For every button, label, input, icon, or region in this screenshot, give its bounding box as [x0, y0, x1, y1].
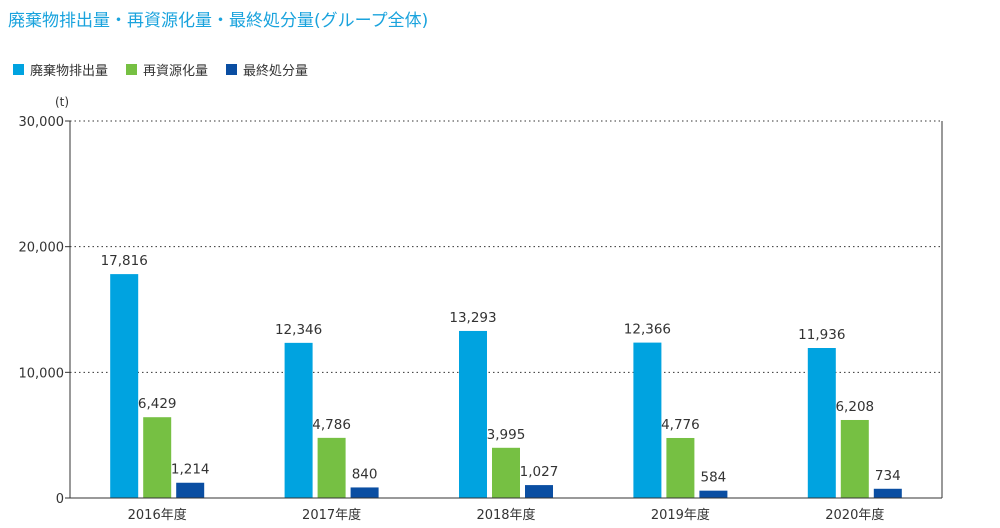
- bar-series-0: [807, 348, 836, 498]
- bar-series-2: [525, 485, 553, 498]
- x-category-label: 2020年度: [825, 507, 884, 523]
- x-category-label: 2016年度: [128, 507, 187, 523]
- y-axis-ticks: 0 10,000 20,000 30,000: [19, 115, 70, 507]
- bar-series-1: [317, 437, 346, 498]
- bar-series-1: [840, 419, 869, 498]
- data-label-series-1: 3,995: [487, 427, 526, 443]
- y-axis-unit-label: (t): [55, 95, 69, 109]
- legend-label-series-1: 再資源化量: [143, 64, 209, 79]
- legend-label-series-0: 廃棄物排出量: [30, 64, 109, 79]
- bar-series-0: [459, 330, 487, 498]
- bar-series-2: [176, 482, 205, 498]
- legend-label-series-2: 最終処分量: [243, 64, 309, 79]
- chart-legend: 廃棄物排出量 再資源化量 最終処分量: [13, 60, 326, 79]
- bar-series-2: [699, 490, 728, 498]
- data-label-series-2: 1,214: [171, 462, 210, 478]
- grid-lines: [70, 120, 942, 373]
- legend-swatch-series-1: [126, 64, 138, 75]
- x-category-label: 2017年度: [302, 507, 361, 523]
- data-label-series-0: 11,936: [798, 327, 845, 343]
- bar-series-1: [666, 437, 695, 498]
- bar-series-1: [492, 447, 520, 498]
- bar-series-1: [143, 417, 172, 498]
- legend-item-series-2: 最終処分量: [226, 60, 308, 79]
- data-label-series-0: 12,346: [275, 322, 322, 338]
- legend-swatch-series-0: [13, 64, 24, 75]
- bar-series-0: [110, 274, 139, 498]
- data-label-series-0: 13,293: [449, 310, 496, 326]
- y-tick-label: 10,000: [19, 366, 65, 381]
- bar-series-2: [350, 487, 379, 498]
- x-category-label: 2018年度: [476, 507, 535, 523]
- data-label-series-2: 840: [352, 466, 378, 482]
- data-label-series-1: 6,429: [138, 396, 177, 412]
- legend-swatch-series-2: [226, 64, 238, 75]
- data-label-series-1: 6,208: [835, 399, 874, 415]
- y-tick-label: 0: [56, 492, 64, 507]
- data-label-series-1: 4,776: [661, 417, 700, 433]
- bar-series-0: [633, 342, 662, 498]
- bar-series-2: [873, 488, 902, 498]
- legend-item-series-1: 再資源化量: [126, 60, 208, 79]
- bars: [110, 274, 902, 498]
- data-labels: 17,816 6,429 1,214 12,346 4,786 840 13,293 3,99…: [101, 253, 901, 486]
- chart-title: 廃棄物排出量・再資源化量・最終処分量(グループ全体): [8, 11, 429, 31]
- axes: [69, 121, 943, 499]
- data-label-series-2: 584: [701, 470, 727, 486]
- data-label-series-1: 4,786: [312, 417, 351, 433]
- y-tick-label: 30,000: [19, 115, 65, 130]
- x-axis-categories: 2016年度 2017年度 2018年度 2019年度 2020年度: [128, 507, 885, 523]
- data-label-series-0: 17,816: [101, 253, 148, 269]
- bar-series-0: [284, 342, 313, 498]
- x-category-label: 2019年度: [651, 507, 710, 523]
- legend-item-series-0: 廃棄物排出量: [13, 60, 108, 79]
- y-tick-label: 20,000: [19, 241, 65, 256]
- data-label-series-2: 734: [875, 468, 901, 484]
- data-label-series-0: 12,366: [624, 322, 671, 338]
- data-label-series-2: 1,027: [520, 464, 559, 480]
